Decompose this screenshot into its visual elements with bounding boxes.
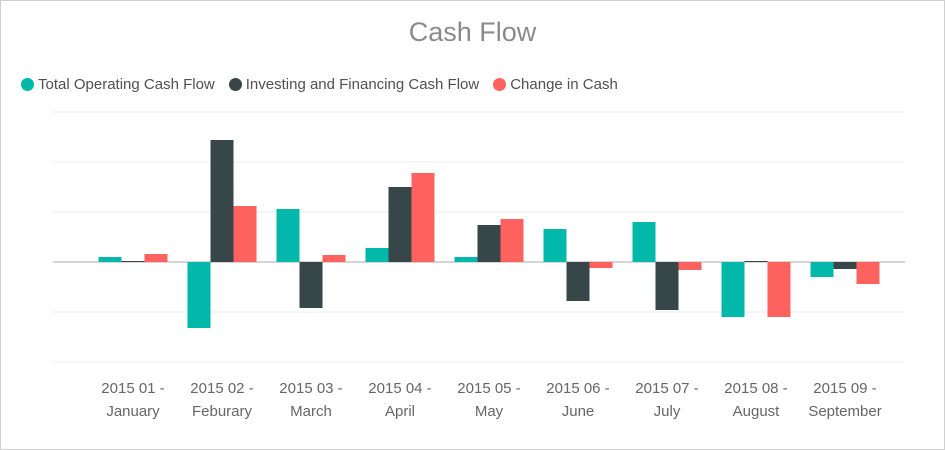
x-tick-label: 2015 08 - [724, 380, 787, 397]
legend: Total Operating Cash Flow Investing and … [21, 73, 618, 95]
bar-operating-4[interactable] [365, 248, 389, 262]
x-tick-label: 2015 03 - [279, 380, 342, 397]
x-tick-label: July [654, 403, 681, 420]
legend-item-change-in-cash[interactable]: Change in Cash [493, 76, 618, 93]
bar-operating-8[interactable] [721, 262, 745, 317]
bar-investing-financing-3[interactable] [299, 262, 323, 308]
legend-label-investing-financing: Investing and Financing Cash Flow [245, 75, 480, 93]
bar-investing-financing-5[interactable] [477, 225, 501, 262]
bar-change-in-cash-6[interactable] [589, 262, 613, 268]
x-tick-label: 2015 07 - [635, 380, 698, 397]
legend-swatch-investing-financing [228, 77, 242, 91]
bar-operating-6[interactable] [543, 229, 567, 262]
bar-operating-3[interactable] [276, 209, 300, 262]
bar-investing-financing-6[interactable] [566, 262, 590, 301]
x-tick-label: June [562, 403, 595, 420]
bar-change-in-cash-2[interactable] [233, 206, 257, 262]
x-tick-label: August [733, 403, 781, 420]
bar-change-in-cash-8[interactable] [767, 262, 791, 317]
legend-label-change-in-cash: Change in Cash [510, 75, 618, 93]
bar-operating-5[interactable] [454, 257, 478, 262]
x-tick-label: March [290, 403, 332, 420]
legend-swatch-change-in-cash [493, 77, 507, 91]
x-tick-label: January [106, 403, 160, 420]
bar-investing-financing-2[interactable] [210, 140, 234, 262]
x-tick-label: 2015 09 - [813, 380, 876, 397]
bar-change-in-cash-5[interactable] [500, 219, 524, 262]
x-tick-label: May [475, 403, 504, 420]
x-tick-label: 2015 01 - [101, 380, 164, 397]
bar-investing-financing-8[interactable] [744, 261, 768, 262]
legend-swatch-operating [21, 77, 34, 91]
bar-investing-financing-9[interactable] [833, 262, 857, 269]
bar-change-in-cash-7[interactable] [678, 262, 702, 270]
bar-change-in-cash-4[interactable] [411, 173, 435, 262]
x-tick-label: 2015 05 - [457, 380, 520, 397]
x-tick-label: 2015 02 - [190, 380, 253, 397]
bar-investing-financing-7[interactable] [655, 262, 679, 310]
bar-operating-2[interactable] [187, 262, 211, 328]
x-tick-label: Feburary [192, 403, 253, 420]
legend-item-operating[interactable]: Total Operating Cash Flow [21, 76, 215, 93]
legend-label-operating: Total Operating Cash Flow [38, 75, 215, 93]
bar-investing-financing-4[interactable] [388, 187, 412, 262]
bar-operating-7[interactable] [632, 222, 656, 262]
bar-change-in-cash-1[interactable] [144, 254, 168, 262]
bar-change-in-cash-3[interactable] [322, 255, 346, 262]
bar-operating-9[interactable] [810, 262, 834, 277]
bar-operating-1[interactable] [98, 257, 122, 262]
legend-item-investing-financing[interactable]: Investing and Financing Cash Flow [228, 75, 480, 93]
chart-title: Cash Flow [408, 17, 537, 47]
x-tick-label: April [385, 403, 415, 420]
x-tick-label: September [808, 403, 881, 420]
bar-investing-financing-1[interactable] [121, 261, 145, 262]
x-tick-label: 2015 04 - [368, 380, 431, 397]
x-tick-label: 2015 06 - [546, 380, 609, 397]
bar-change-in-cash-9[interactable] [856, 262, 880, 284]
